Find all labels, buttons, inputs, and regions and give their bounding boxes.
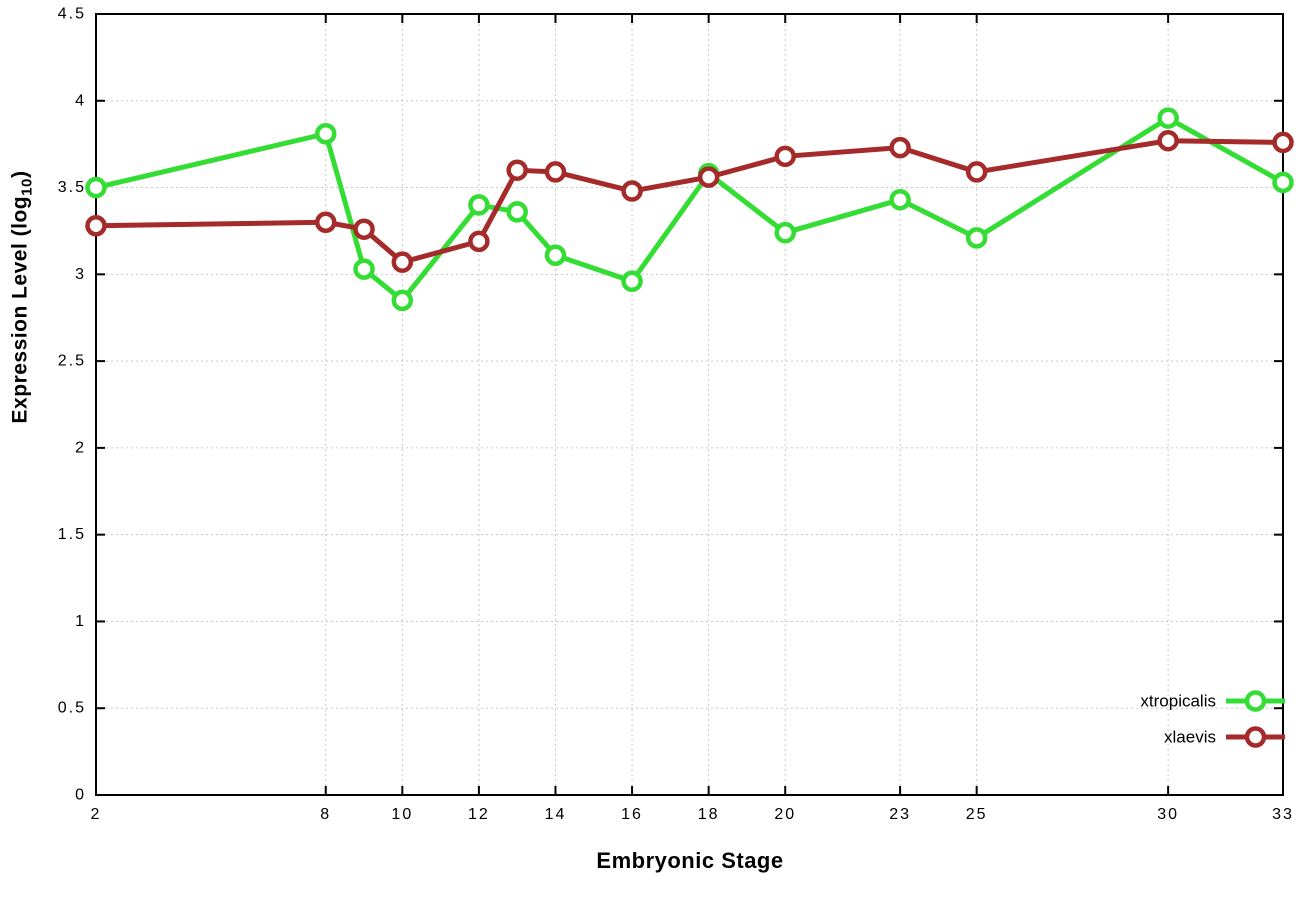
x-tick-label: 8: [320, 806, 331, 823]
x-tick-label: 10: [391, 806, 413, 823]
y-tick-label: 2: [75, 439, 86, 456]
x-tick-label: 33: [1272, 806, 1294, 823]
data-point-xlaevis: [506, 159, 528, 181]
data-point-xlaevis: [621, 180, 643, 202]
tick-labels: 2 8 10 12 14 16 18 20 23 25 30 33 0 0.5 1 1.5 2 2.5 3 3.5 4 4…: [58, 6, 1294, 824]
series-xtropicalis: [85, 107, 1294, 312]
data-point-xtropicalis: [85, 176, 107, 199]
y-tick-label: 0.5: [58, 700, 86, 717]
x-axis-title: Embryonic Stage: [596, 848, 784, 873]
legend-item-xlaevis: xlaevis: [1164, 726, 1285, 748]
y-axis-title-subscript: 10: [18, 178, 36, 196]
x-tick-label: 18: [698, 806, 720, 823]
legend: xtropicalis xlaevis: [1140, 690, 1285, 748]
y-tick-label: 1.5: [58, 526, 86, 543]
legend-label-xlaevis: xlaevis: [1164, 728, 1216, 747]
plot-border: [95, 13, 1284, 796]
axis-ticks: [95, 13, 1284, 796]
legend-marker-xlaevis: [1244, 726, 1267, 748]
data-point-xtropicalis: [391, 289, 414, 312]
data-point-xtropicalis: [889, 188, 911, 211]
legend-marker-xtropicalis: [1244, 690, 1267, 712]
data-point-xtropicalis: [1272, 171, 1294, 194]
y-axis-title-suffix: ): [8, 170, 32, 179]
data-point-xlaevis: [353, 218, 375, 240]
x-tick-label: 16: [621, 806, 643, 823]
data-point-xtropicalis: [621, 270, 643, 293]
data-point-xtropicalis: [468, 194, 490, 216]
legend-label-xtropicalis: xtropicalis: [1140, 692, 1216, 711]
x-tick-label: 12: [468, 806, 490, 823]
data-point-xtropicalis: [965, 227, 988, 249]
data-point-xlaevis: [468, 230, 490, 253]
x-tick-label: 30: [1157, 806, 1179, 823]
series-xlaevis: [85, 129, 1294, 273]
data-point-xlaevis: [697, 166, 720, 188]
data-point-xlaevis: [544, 161, 567, 183]
x-tick-label: 25: [966, 806, 988, 823]
data-point-xlaevis: [314, 211, 337, 234]
data-point-xtropicalis: [774, 221, 796, 244]
data-point-xlaevis: [1272, 131, 1294, 154]
y-tick-label: 0: [75, 787, 86, 804]
x-tick-label: 2: [91, 806, 102, 823]
data-point-xtropicalis: [1157, 107, 1179, 129]
x-tick-label: 14: [545, 806, 567, 823]
data-point-xlaevis: [391, 251, 414, 273]
legend-item-xtropicalis: xtropicalis: [1140, 690, 1285, 712]
x-tick-label: 20: [774, 806, 796, 823]
data-point-xtropicalis: [506, 201, 528, 223]
grid-lines: [95, 13, 1284, 796]
data-point-xtropicalis: [544, 244, 567, 266]
series-line-xtropicalis: [95, 115, 1285, 303]
data-point-xlaevis: [85, 214, 107, 237]
y-tick-label: 1: [75, 613, 86, 630]
data-point-xlaevis: [889, 136, 911, 159]
data-point-xlaevis: [1157, 129, 1179, 152]
y-tick-label: 3.5: [58, 179, 86, 196]
y-tick-label: 4.5: [58, 6, 86, 23]
y-axis-title-text: Expression Level (log: [8, 195, 32, 424]
y-axis-title: Expression Level (log10): [8, 171, 35, 424]
y-tick-label: 2.5: [58, 353, 86, 370]
y-tick-label: 3: [75, 266, 86, 283]
data-point-xtropicalis: [314, 123, 337, 145]
data-point-xlaevis: [965, 161, 988, 183]
x-tick-label: 23: [889, 806, 911, 823]
y-tick-label: 4: [75, 92, 86, 109]
data-point-xtropicalis: [353, 258, 375, 280]
data-point-xlaevis: [774, 145, 796, 168]
